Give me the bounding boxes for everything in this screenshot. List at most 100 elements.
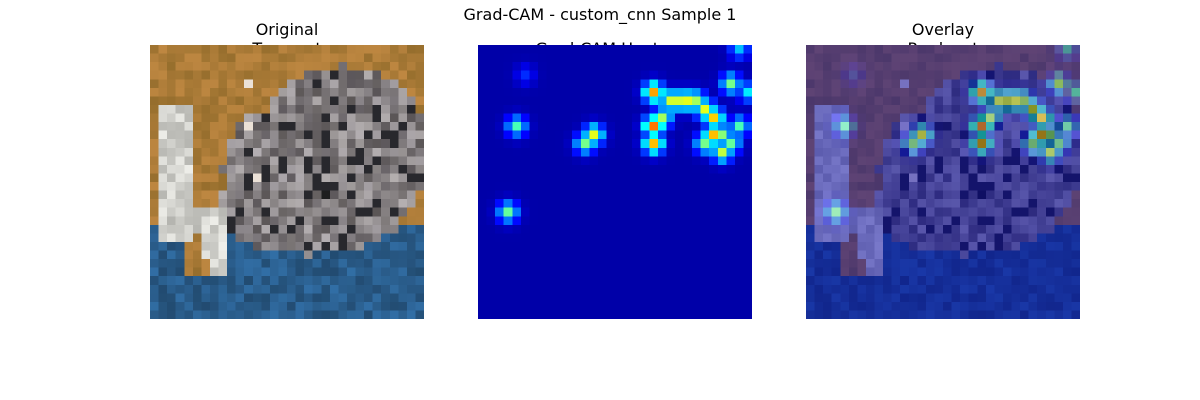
heatmap-cell [649, 250, 658, 260]
overlay-pixel [1002, 233, 1012, 243]
original-pixel [346, 182, 356, 191]
original-pixel [389, 104, 399, 114]
overlay-pixel [1054, 267, 1064, 277]
original-pixel [372, 122, 382, 131]
overlay-pixel [985, 267, 995, 277]
overlay-pixel [925, 199, 935, 208]
original-pixel [312, 62, 322, 71]
original-pixel [338, 293, 348, 303]
original-pixel [218, 293, 228, 303]
original-pixel [304, 199, 313, 208]
heatmap-cell [580, 130, 590, 140]
overlay-pixel [900, 45, 909, 54]
heatmap-cell [743, 207, 752, 217]
overlay-pixel [814, 122, 824, 131]
original-pixel [304, 62, 313, 71]
overlay-pixel [960, 259, 969, 268]
original-pixel [269, 224, 279, 234]
overlay-pixel [925, 70, 935, 80]
overlay-pixel [848, 113, 858, 123]
heatmap-cell [683, 70, 693, 80]
heatmap-cell [563, 207, 573, 217]
overlay-pixel [1037, 182, 1046, 191]
overlay-pixel [908, 293, 918, 303]
overlay-pixel [1037, 301, 1046, 311]
overlay-pixel [985, 233, 995, 243]
heatmap-cell [743, 284, 752, 294]
overlay-pixel [994, 164, 1004, 174]
heatmap-cell [717, 216, 727, 225]
original-pixel [269, 79, 279, 88]
overlay-pixel [1071, 310, 1080, 319]
heatmap-cell [520, 122, 530, 131]
overlay-pixel [1045, 130, 1055, 140]
heatmap-cell [529, 276, 539, 285]
original-pixel [415, 301, 424, 311]
original-pixel [175, 164, 185, 174]
original-pixel [355, 259, 365, 268]
overlay-pixel [848, 207, 858, 217]
overlay-pixel [1071, 87, 1080, 97]
overlay-pixel [968, 113, 978, 123]
original-pixel [287, 96, 296, 106]
original-pixel [415, 70, 424, 80]
heatmap-cell [615, 156, 624, 166]
overlay-pixel [900, 147, 909, 157]
heatmap-cell [734, 276, 744, 285]
original-pixel [415, 62, 424, 71]
heatmap-cell [615, 224, 624, 234]
original-pixel [372, 164, 382, 174]
original-pixel [312, 122, 322, 131]
heatmap-cell [572, 216, 581, 225]
heatmap-cell [606, 276, 616, 285]
heatmap-cell [589, 293, 599, 303]
overlay-pixel [1045, 276, 1055, 285]
original-pixel [406, 310, 416, 319]
original-pixel [167, 87, 176, 97]
original-pixel [235, 284, 245, 294]
overlay-pixel [831, 139, 841, 148]
original-pixel [406, 96, 416, 106]
original-pixel [312, 53, 322, 63]
heatmap-cell [563, 259, 573, 268]
overlay-pixel [823, 45, 832, 54]
heatmap-cell [717, 62, 727, 71]
heatmap-cell [512, 267, 521, 277]
original-pixel [278, 45, 288, 54]
heatmap-cell [734, 199, 744, 208]
heatmap-cell [580, 259, 590, 268]
overlay-pixel [857, 164, 867, 174]
overlay-pixel [1037, 267, 1046, 277]
original-pixel [364, 147, 373, 157]
heatmap-cell [683, 241, 693, 251]
overlay-pixel [943, 96, 952, 106]
heatmap-cell [726, 104, 736, 114]
overlay-pixel [925, 147, 935, 157]
original-pixel [167, 130, 176, 140]
original-pixel [346, 147, 356, 157]
overlay-pixel [806, 87, 815, 97]
heatmap-cell [529, 113, 539, 123]
heatmap-cell [632, 207, 641, 217]
original-pixel [261, 130, 271, 140]
overlay-pixel [943, 104, 952, 114]
original-pixel [389, 250, 399, 260]
original-pixel [150, 156, 159, 166]
heatmap-cell [606, 164, 616, 174]
heatmap-cell [503, 276, 513, 285]
heatmap-cell [692, 301, 701, 311]
original-pixel [269, 53, 279, 63]
overlay-pixel [994, 79, 1004, 88]
original-pixel [381, 87, 390, 97]
heatmap-cell [478, 87, 487, 97]
overlay-pixel [1062, 259, 1072, 268]
overlay-pixel [874, 250, 884, 260]
overlay-pixel [1054, 113, 1064, 123]
overlay-pixel [1037, 224, 1046, 234]
heatmap-cell [726, 182, 736, 191]
original-pixel [338, 182, 348, 191]
original-pixel [252, 207, 262, 217]
overlay-pixel [951, 70, 961, 80]
original-pixel [261, 173, 271, 183]
original-pixel [184, 267, 193, 277]
